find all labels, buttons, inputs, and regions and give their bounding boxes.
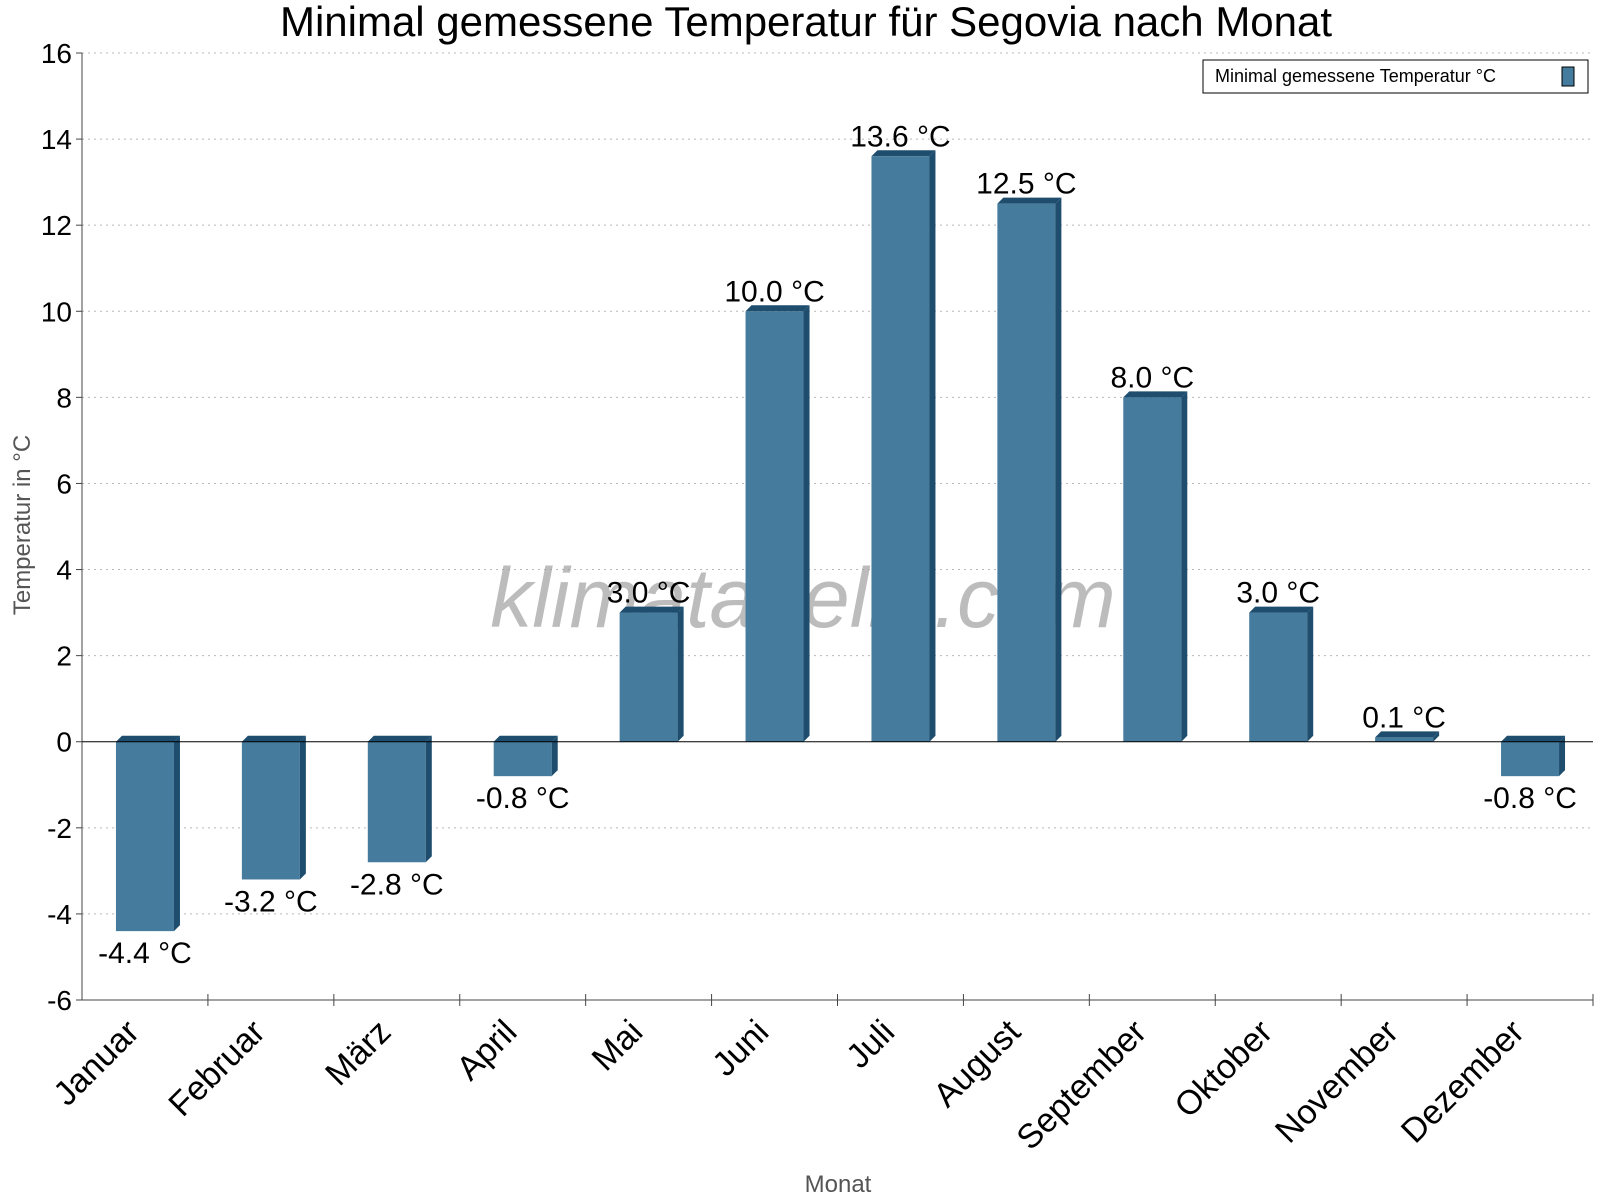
bar-10 [1249,606,1314,742]
x-axis-title: Monat [805,1171,872,1198]
bar-11 [1375,731,1440,742]
x-category-label: August [926,1012,1028,1114]
bar-12 [1501,735,1566,777]
legend-swatch [1561,66,1575,87]
y-tick-label: -4 [47,899,72,930]
y-tick-label: 14 [41,124,72,155]
data-label: 12.5 °C [976,168,1076,201]
x-category-label: Dezember [1394,1013,1532,1151]
chart-title: Minimal gemessene Temperatur für Segovia… [280,0,1332,45]
data-label: -3.2 °C [224,885,318,918]
x-category-label: April [449,1013,524,1088]
legend: Minimal gemessene Temperatur °C [1202,59,1589,94]
bar-6 [745,305,810,742]
y-tick-label: 2 [56,641,72,672]
bar-side [1307,606,1314,742]
bar-face [745,311,804,742]
x-category-label: Februar [161,1013,272,1124]
bar-face [1123,397,1182,742]
bar-side [299,735,306,880]
bar-face [1501,741,1560,777]
bar-face [115,741,174,932]
x-category-label: September [1009,1013,1153,1157]
data-label: -2.8 °C [350,868,444,901]
bar-face [619,612,678,742]
bar-side [929,150,936,742]
y-tick-label: 12 [41,210,72,241]
x-category-label: Juli [839,1013,902,1076]
bar-side [1433,731,1440,742]
y-tick-label: 8 [56,382,72,413]
x-category-label: November [1268,1013,1406,1151]
bar-top [871,150,936,157]
bar-face [871,156,930,742]
x-category-label: Januar [46,1013,146,1113]
legend-label: Minimal gemessene Temperatur °C [1215,66,1496,86]
bar-side [1559,735,1566,777]
bar-side [425,735,432,863]
bar-top [241,735,306,742]
bar-side [803,305,810,742]
bar-face [493,741,552,777]
x-category-label: Mai [585,1013,651,1079]
bar-face [1249,612,1308,742]
bar-top [493,735,558,742]
data-label: 0.1 °C [1362,701,1446,734]
bar-top [1123,391,1188,398]
y-tick-label: 6 [56,468,72,499]
bar-face [367,741,426,863]
data-label: 3.0 °C [1236,577,1320,610]
axes-layer [76,52,1594,1006]
legend-box [1202,59,1589,94]
bar-3 [367,735,432,863]
bar-side [551,735,558,777]
bar-top [1501,735,1566,742]
bar-top [1249,606,1314,613]
data-label: 13.6 °C [850,120,950,153]
bar-side [173,735,180,932]
data-label: -4.4 °C [98,937,192,970]
bar-7 [871,150,936,742]
y-tick-label: 10 [41,296,72,327]
data-label: -0.8 °C [476,782,570,815]
bar-top [619,606,684,613]
bar-face [241,741,300,880]
y-tick-label: 4 [56,555,72,586]
y-tick-label: -6 [47,985,72,1016]
bar-side [1055,197,1062,742]
bar-side [1181,391,1188,742]
y-tick-label: -2 [47,813,72,844]
bar-top [115,735,180,742]
y-axis-title: Temperatur in °C [9,435,36,615]
data-label: 8.0 °C [1110,361,1194,394]
bar-top [1375,731,1440,738]
bar-top [997,197,1062,204]
bar-side [677,606,684,742]
bar-face [997,203,1056,742]
bar-2 [241,735,306,880]
bar-top [367,735,432,742]
bar-5 [619,606,684,742]
bar-9 [1123,391,1188,742]
y-tick-label: 0 [56,727,72,758]
bars-layer [115,150,1566,932]
x-category-label: Oktober [1167,1013,1279,1125]
bar-4 [493,735,558,777]
y-tick-label: 16 [41,38,72,69]
data-label: 10.0 °C [724,275,824,308]
grid-layer [82,52,1593,1001]
x-category-label: Juni [705,1013,776,1084]
bar-1 [115,735,180,932]
bar-face [1375,737,1434,742]
x-category-label: März [318,1013,398,1093]
data-label: -0.8 °C [1483,782,1577,815]
bar-8 [997,197,1062,742]
data-label: 3.0 °C [607,577,691,610]
bar-top [745,305,810,312]
